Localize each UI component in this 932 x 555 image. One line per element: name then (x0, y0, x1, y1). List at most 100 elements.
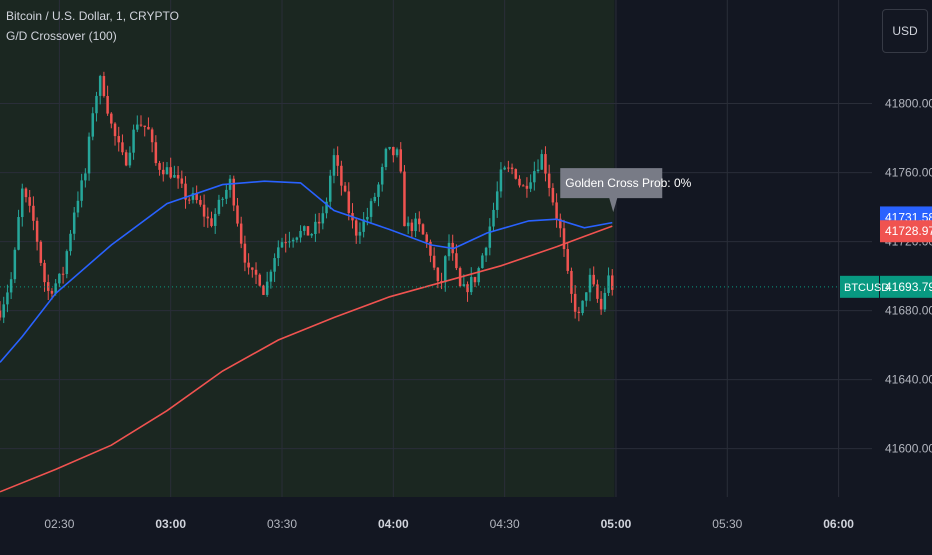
candle-body (540, 154, 544, 170)
chart-legend: Bitcoin / U.S. Dollar, 1, CRYPTO G/D Cro… (6, 6, 179, 46)
candle-body (2, 304, 5, 318)
indicator-title[interactable]: G/D Crossover (100) (6, 29, 117, 43)
candle-body (72, 212, 76, 234)
candle-body (566, 249, 569, 271)
candle-body (187, 199, 191, 201)
candle-body (6, 292, 9, 305)
candle-body (447, 242, 451, 257)
candle-body (392, 146, 395, 156)
candle-body (429, 241, 432, 256)
candle-body (481, 255, 484, 269)
candle-body (410, 222, 414, 232)
x-tick-label: 03:30 (267, 517, 297, 531)
candle-body (124, 152, 128, 166)
candle-body (232, 178, 236, 206)
candle-body (325, 201, 328, 214)
candle-body (492, 209, 495, 227)
candle-body (399, 149, 403, 172)
candle-body (343, 185, 347, 192)
candle-body (377, 184, 380, 197)
candle-body (403, 171, 406, 227)
candle-body (262, 285, 265, 295)
candle-body (102, 76, 106, 96)
x-tick-label: 05:00 (601, 517, 632, 531)
price-tag-value: 41693.79 (885, 280, 932, 294)
candle-body (518, 178, 521, 186)
candle-body (288, 241, 291, 243)
candle-body (521, 185, 525, 187)
candle-body (573, 293, 577, 312)
currency-button[interactable]: USD (882, 9, 928, 53)
candle-body (58, 273, 61, 284)
candle-body (314, 221, 317, 235)
candle-body (65, 251, 69, 275)
x-tick-label: 06:00 (823, 517, 854, 531)
candle-body (529, 182, 532, 189)
candle-body (585, 292, 588, 301)
candle-body (607, 275, 610, 293)
candle-body (551, 187, 555, 203)
x-tick-label: 04:30 (490, 517, 520, 531)
candle-body (195, 193, 198, 200)
candle-body (462, 284, 466, 287)
candle-body (32, 205, 35, 221)
symbol-title[interactable]: Bitcoin / U.S. Dollar, 1, CRYPTO (6, 9, 179, 23)
candle-body (225, 189, 228, 199)
candle-body (121, 142, 124, 153)
candle-body (98, 76, 102, 96)
candle-body (321, 213, 325, 224)
candle-body (128, 152, 132, 166)
candle-body (596, 284, 599, 299)
candle-body (269, 271, 273, 282)
candle-body (154, 142, 158, 164)
grid-lines (0, 0, 872, 497)
candle-body (466, 284, 469, 293)
y-tick-label: 41680.00 (885, 304, 932, 318)
x-tick-label: 03:00 (155, 517, 186, 531)
candle-body (143, 125, 146, 127)
candle-body (477, 268, 480, 283)
candle-body (384, 148, 388, 168)
candle-body (570, 270, 573, 294)
candle-body (180, 178, 184, 184)
candle-body (217, 199, 221, 214)
candle-body (35, 220, 39, 242)
fast-ma-line (0, 180, 613, 363)
candle-body (499, 169, 503, 192)
candle-body (202, 204, 206, 217)
candle-body (113, 123, 117, 137)
y-tick-label: 41760.00 (885, 166, 932, 180)
candle-body (388, 146, 391, 149)
candle-body (503, 167, 506, 170)
session-highlight (0, 0, 615, 497)
candle-body (347, 191, 351, 213)
candle-body (50, 290, 54, 294)
candle-body (436, 267, 440, 281)
candle-body (599, 298, 603, 310)
candle-body (366, 216, 369, 220)
candle-body (354, 220, 358, 236)
candle-body (117, 136, 120, 143)
candle-body (21, 188, 24, 218)
x-tick-label: 02:30 (44, 517, 74, 531)
candle-body (432, 255, 436, 268)
candle-body (76, 200, 80, 213)
candle-body (414, 218, 417, 232)
candle-body (544, 154, 547, 174)
x-axis-labels: 02:30 03:00 03:30 04:00 04:30 05:00 05:30 06:00 (44, 517, 854, 531)
y-tick-label: 41600.00 (885, 442, 932, 456)
candle-body (488, 226, 492, 248)
golden-cross-tooltip: Golden Cross Prob: 0% (560, 168, 692, 213)
candle-body (84, 173, 87, 181)
symbol-tag (840, 275, 879, 298)
candle-body (0, 310, 2, 318)
candle-body (592, 274, 595, 285)
candle-body (332, 155, 336, 176)
candle-body (577, 311, 581, 314)
candle-body (581, 300, 584, 314)
candle-body (547, 173, 551, 188)
candle-body (559, 218, 562, 229)
candle-body (295, 237, 299, 240)
